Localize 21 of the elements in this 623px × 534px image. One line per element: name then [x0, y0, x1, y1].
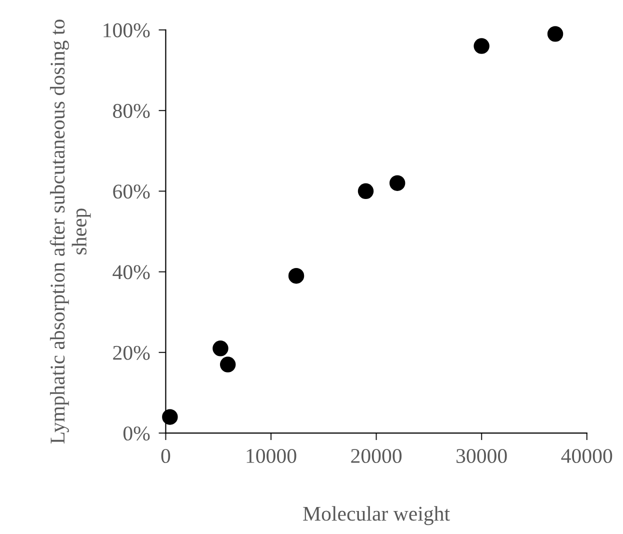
y-tick-label: 40% — [112, 265, 150, 280]
point — [212, 340, 228, 356]
point — [288, 268, 304, 284]
point — [474, 38, 490, 54]
y-tick-label: 20% — [113, 346, 150, 360]
x-tick-label: 10000 — [246, 448, 296, 464]
x-tick-label: 30000 — [456, 448, 507, 464]
point — [162, 409, 178, 425]
y-tick-label: 0% — [123, 426, 150, 441]
y-axis-title: Lymphatic absorption after subcutaneous dosing to sheep — [50, 20, 91, 444]
y-tick-label: 80% — [113, 104, 150, 118]
x-tick-label: 40000 — [561, 448, 612, 464]
x-tick-label: 0 — [161, 448, 170, 464]
y-tick-label: 60% — [113, 184, 150, 199]
y-tick-label: 100% — [104, 23, 150, 38]
point — [220, 356, 236, 372]
x-axis-title: Molecular weight — [303, 506, 450, 526]
x-tick-label: 20000 — [351, 448, 402, 464]
point — [389, 175, 406, 191]
point — [547, 26, 564, 42]
point — [358, 183, 374, 200]
